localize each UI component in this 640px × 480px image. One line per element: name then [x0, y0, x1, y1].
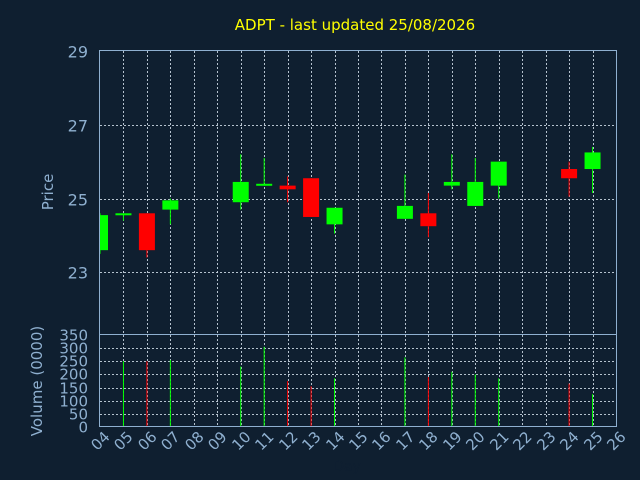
- volume-y-tick-label: 150: [59, 380, 88, 398]
- candle-body: [396, 205, 413, 219]
- volume-y-tick-label: 350: [59, 327, 88, 345]
- volume-y-tick-label: 100: [59, 393, 88, 411]
- candle-body: [561, 169, 578, 179]
- volume-y-tick-label: 250: [59, 353, 88, 371]
- volume-y-tick-label: 50: [69, 406, 88, 424]
- price-candles: [99, 146, 601, 258]
- candle-body: [303, 178, 320, 217]
- candle-body: [326, 207, 343, 225]
- candle-body: [115, 213, 132, 216]
- candle-body: [490, 161, 507, 186]
- candle-body: [162, 200, 179, 210]
- chart-title: ADPT - last updated 25/08/2026: [235, 16, 475, 34]
- candle-body: [467, 181, 484, 206]
- candle-body: [232, 181, 249, 203]
- volume-axis-label: Volume (0000): [28, 326, 46, 436]
- volume-y-tick-label: 0: [78, 419, 88, 437]
- price-y-tick-label: 25: [68, 191, 88, 210]
- volume-y-tick-label: 300: [59, 340, 88, 358]
- candle-body: [100, 215, 108, 251]
- candle-body: [256, 183, 273, 186]
- volume-bars: [122, 346, 594, 427]
- x-axis-ticks: 0405060708091011121314151617181920212223…: [87, 428, 629, 454]
- price-y-tick-label: 29: [68, 43, 88, 62]
- candle-body: [279, 185, 296, 190]
- candle-body: [420, 213, 437, 227]
- candle-body: [138, 213, 155, 251]
- price-y-ticks: 23 25 27 29: [68, 43, 88, 283]
- candle-body: [584, 152, 601, 170]
- x-axis-label: Day: [333, 459, 361, 475]
- price-panel: 23 25 27 29 Price: [39, 43, 617, 335]
- price-y-tick-label: 27: [68, 117, 88, 136]
- candle-body: [443, 181, 460, 186]
- price-axis-label: Price: [39, 174, 57, 211]
- price-y-tick-label: 23: [68, 264, 88, 283]
- volume-panel-frame: [99, 334, 617, 427]
- volume-y-tick-label: 200: [59, 366, 88, 384]
